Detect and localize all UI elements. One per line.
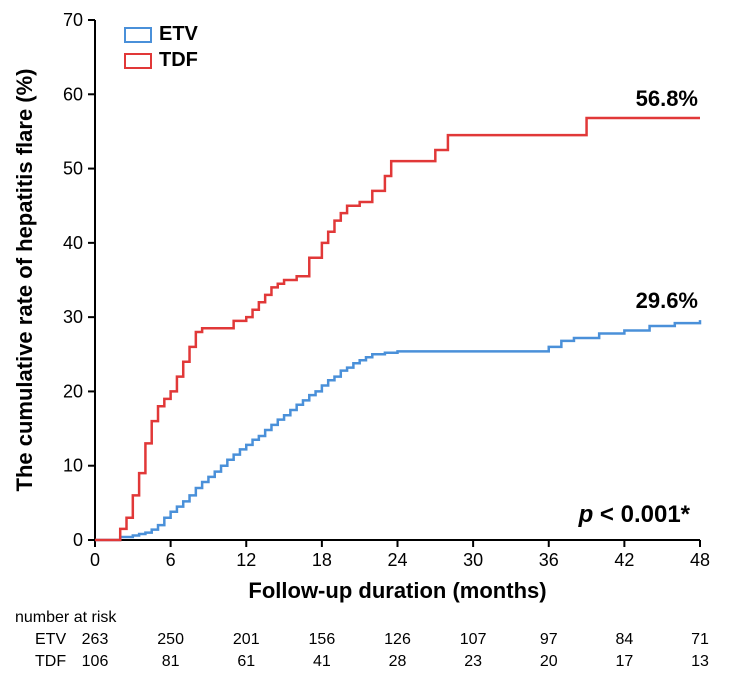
y-tick-label: 40 bbox=[63, 233, 83, 253]
legend-swatch-etv bbox=[125, 28, 151, 42]
y-tick-label: 70 bbox=[63, 10, 83, 30]
risk-cell: 20 bbox=[540, 653, 558, 670]
y-tick-label: 50 bbox=[63, 159, 83, 179]
x-axis-label: Follow-up duration (months) bbox=[248, 578, 546, 603]
x-tick-label: 30 bbox=[463, 550, 483, 570]
risk-cell: 81 bbox=[162, 653, 180, 670]
y-tick-label: 0 bbox=[73, 530, 83, 550]
risk-cell: 106 bbox=[82, 653, 109, 670]
x-tick-label: 48 bbox=[690, 550, 710, 570]
x-tick-label: 42 bbox=[614, 550, 634, 570]
risk-cell: 263 bbox=[82, 631, 109, 648]
risk-cell: 71 bbox=[691, 631, 709, 648]
y-axis-label: The cumulative rate of hepatitis flare (… bbox=[12, 69, 37, 492]
endpoint-etv: 29.6% bbox=[636, 288, 698, 313]
series-tdf bbox=[95, 118, 700, 540]
p-value: p < 0.001* bbox=[578, 501, 691, 528]
risk-cell: 126 bbox=[384, 631, 411, 648]
risk-cell: 17 bbox=[615, 653, 633, 670]
x-tick-label: 12 bbox=[236, 550, 256, 570]
y-tick-label: 10 bbox=[63, 456, 83, 476]
x-tick-label: 24 bbox=[387, 550, 407, 570]
x-tick-label: 6 bbox=[166, 550, 176, 570]
endpoint-tdf: 56.8% bbox=[636, 86, 698, 111]
survival-chart: 0 10 20 30 40 50 60 70 0 6 12 18 24 30 36 42 48 Follow-up… bbox=[0, 0, 752, 689]
risk-cell: 97 bbox=[540, 631, 558, 648]
risk-cell: 41 bbox=[313, 653, 331, 670]
risk-row-label: ETV bbox=[35, 631, 66, 648]
risk-cell: 61 bbox=[237, 653, 255, 670]
x-tick-label: 0 bbox=[90, 550, 100, 570]
y-tick-label: 30 bbox=[63, 307, 83, 327]
risk-cell: 84 bbox=[615, 631, 633, 648]
x-tick-label: 36 bbox=[539, 550, 559, 570]
risk-cell: 13 bbox=[691, 653, 709, 670]
risk-cell: 107 bbox=[460, 631, 487, 648]
legend-swatch-tdf bbox=[125, 54, 151, 68]
y-tick-label: 60 bbox=[63, 84, 83, 104]
x-tick-label: 18 bbox=[312, 550, 332, 570]
risk-row-label: TDF bbox=[35, 653, 66, 670]
risk-cell: 201 bbox=[233, 631, 260, 648]
risk-cell: 28 bbox=[389, 653, 407, 670]
y-tick-label: 20 bbox=[63, 381, 83, 401]
risk-cell: 23 bbox=[464, 653, 482, 670]
legend-label-etv: ETV bbox=[159, 23, 199, 45]
risk-cell: 250 bbox=[157, 631, 184, 648]
legend-label-tdf: TDF bbox=[159, 49, 198, 71]
risk-table-header: number at risk bbox=[15, 609, 117, 626]
risk-cell: 156 bbox=[309, 631, 336, 648]
